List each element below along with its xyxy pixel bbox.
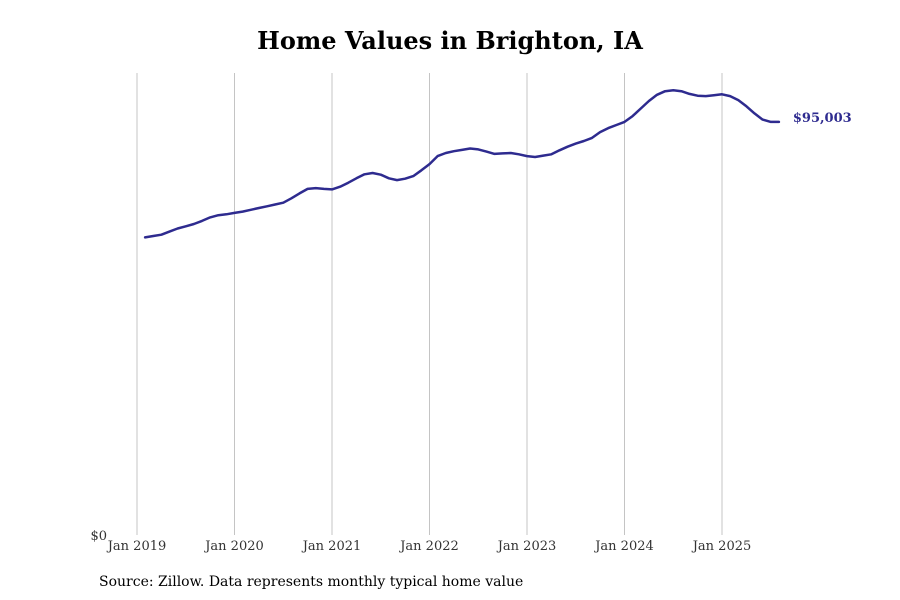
x-tick-label: Jan 2025: [691, 539, 752, 554]
x-tick-label: Jan 2019: [106, 539, 167, 554]
series-group: $95,003: [143, 89, 852, 239]
chart-title: Home Values in Brighton, IA: [257, 26, 643, 55]
y-tick-label: $0: [90, 529, 107, 544]
end-value-label: $95,003: [793, 111, 852, 126]
x-axis-ticks: Jan 2019 Jan 2020 Jan 2021 Jan 2022 Jan 2023…: [106, 539, 752, 554]
gridlines: [136, 73, 723, 535]
x-tick-label: Jan 2023: [496, 539, 557, 554]
x-tick-label: Jan 2020: [203, 539, 264, 554]
y-axis-ticks: $0: [90, 529, 107, 544]
x-tick-label: Jan 2021: [301, 539, 362, 554]
x-tick-label: Jan 2022: [398, 539, 459, 554]
source-note: Source: Zillow. Data represents monthly …: [99, 574, 524, 590]
series-line: [143, 89, 781, 239]
x-tick-label: Jan 2024: [593, 539, 654, 554]
